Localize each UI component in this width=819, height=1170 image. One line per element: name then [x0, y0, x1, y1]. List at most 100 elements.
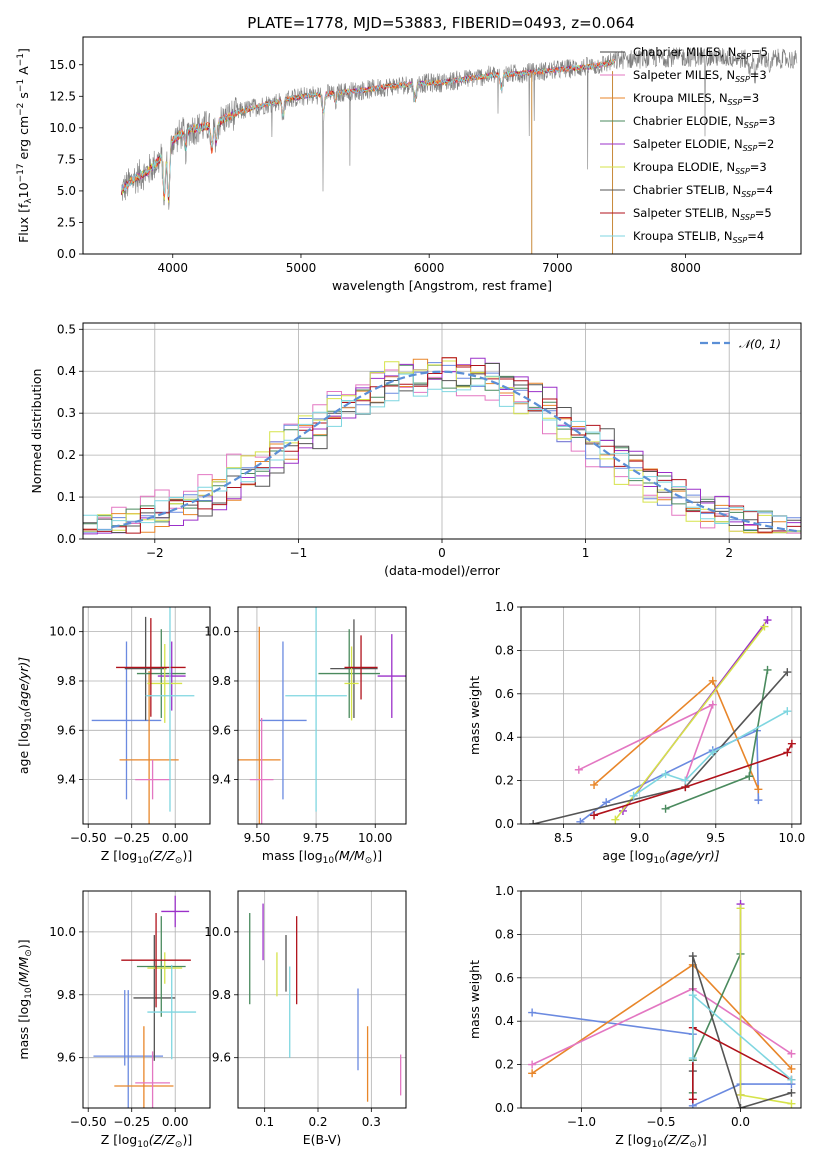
x-axis-label: Z [log10(Z/Z⊙)]: [615, 1132, 706, 1150]
y-tick-label: 15.0: [49, 58, 76, 72]
x-tick-label: 7000: [542, 261, 573, 275]
weight-marker: [688, 1054, 697, 1063]
weight-marker: [688, 952, 697, 961]
gaussian-curve: [111, 370, 801, 533]
label-part: Salpeter ELODIE, N: [633, 137, 743, 151]
label-part: Kroupa STELIB, N: [633, 229, 733, 243]
panel-age-vs-Z: −0.50 −0.25 0.00 9.4 9.6 9.8 10.0: [49, 606, 211, 845]
label-part: erg cm: [16, 116, 31, 164]
weight-line: [533, 671, 788, 824]
weight-marker: [629, 791, 638, 800]
ticks: −2 −1 0 1 2 0.0 0.1 0.2 0.3 0.4 0.5: [57, 322, 733, 560]
x-tick-label: 4000: [157, 261, 188, 275]
label-part: Chabrier MILES, N: [633, 45, 736, 59]
label-part: 10: [137, 856, 149, 866]
weight-series: [528, 984, 796, 1069]
weight-line: [692, 955, 792, 1108]
y-tick-label: 0.1: [57, 490, 76, 504]
errorbar-point: [136, 916, 186, 1017]
weight-marker: [708, 676, 717, 685]
weight-marker: [528, 1060, 537, 1069]
grid: [521, 890, 801, 1109]
y-tick-label: 9.8: [57, 988, 76, 1002]
panel-massweight-vs-age: 8.5 9.0 9.5 10.0 0.0 0.2 0.4 0.6 0.8 1.0: [495, 600, 805, 845]
weight-series: [736, 904, 796, 1108]
y-axis-label: Normed distribution: [29, 369, 44, 494]
label-part: 10: [323, 856, 335, 866]
ticks: 0.1 0.2 0.3 9.6 9.8 10.0: [204, 925, 381, 1129]
panel-spectrum: 4000 5000 6000 7000 8000 0.0 2.5 5.0 7.5 10.0 12.5…: [49, 36, 802, 275]
y-axis-label: age [log10(age/yr)]: [16, 657, 34, 774]
legend-entry: Kroupa MILES, NSSP=3: [633, 91, 759, 107]
x-tick-label: 10.0: [779, 831, 806, 845]
x-tick-label: 0: [438, 546, 446, 560]
errorbar-point: [135, 759, 170, 800]
label-part: s: [16, 92, 31, 103]
label-part: Kroupa MILES, N: [633, 91, 728, 105]
y-tick-label: 9.4: [57, 773, 76, 787]
label-part: =3: [750, 160, 767, 174]
label-part: 10: [137, 1140, 149, 1150]
plot-area: [93, 895, 197, 1108]
errorbar-point: [238, 626, 281, 824]
axes-frame: [520, 606, 802, 825]
panel-massweight-vs-Z: −1.0 −0.5 0.0 0.0 0.2 0.4 0.6 0.8 1.0: [495, 884, 802, 1129]
weight-marker: [760, 622, 769, 631]
label-part: =5: [751, 45, 768, 59]
label-part: mass weight: [467, 960, 482, 1039]
ticks: −0.50 −0.25 0.00 9.6 9.8 10.0: [49, 925, 188, 1129]
weight-line: [593, 679, 760, 790]
x-tick-label: 10.00: [358, 831, 392, 845]
y-tick-label: 0.2: [495, 1058, 514, 1072]
label-part: (age/yr)]: [665, 848, 720, 863]
weight-series: [688, 991, 796, 1084]
x-tick-label: 9.50: [244, 831, 271, 845]
weight-marker: [688, 991, 697, 1000]
x-tick-label: −0.25: [113, 1115, 150, 1129]
errorbar-point: [259, 641, 307, 800]
legend-entry: Salpeter MILES, NSSP=3: [633, 68, 767, 84]
grid: [238, 891, 406, 1108]
errorbar-point: [124, 616, 167, 721]
label-part: Salpeter MILES, N: [633, 68, 735, 82]
x-tick-label: −2: [146, 546, 164, 560]
x-tick-label: 9.5: [706, 831, 725, 845]
legend-entry: Kroupa ELODIE, NSSP=3: [633, 160, 767, 176]
label-part: SSP: [735, 75, 750, 84]
grid: [83, 323, 801, 540]
label-part: Kroupa ELODIE, N: [633, 160, 735, 174]
x-tick-label: 0.0: [731, 1115, 750, 1129]
label-part: =5: [755, 206, 772, 220]
errorbar-point: [136, 629, 186, 718]
weight-line: [593, 743, 793, 817]
y-tick-label: 0.0: [57, 247, 76, 261]
x-axis-label: mass [log10(M/M⊙)]: [262, 848, 382, 866]
weight-marker: [745, 772, 754, 781]
spectrum-line: [121, 59, 615, 201]
plot-area: [121, 47, 798, 254]
y-axis-label: mass weight: [467, 960, 482, 1039]
weight-line: [578, 703, 715, 781]
weight-marker: [736, 904, 745, 913]
label-part: Flux [f: [16, 203, 31, 243]
legend-entry: 𝒩(0, 1): [739, 337, 781, 351]
y-tick-label: 0.4: [57, 364, 76, 378]
y-tick-label: 9.6: [57, 723, 76, 737]
label-part: age [log: [16, 723, 31, 774]
y-tick-label: 10.0: [49, 925, 76, 939]
grid: [83, 607, 210, 824]
label-part: A: [16, 66, 31, 79]
x-tick-label: 8000: [670, 261, 701, 275]
x-axis-label: (data-model)/error: [384, 563, 501, 578]
x-tick-label: 0.00: [162, 1115, 189, 1129]
weight-series: [528, 960, 796, 1078]
label-part: =2: [757, 137, 774, 151]
errorbar-point: [133, 935, 176, 1061]
errorbar-point: [157, 641, 186, 711]
weight-line: [531, 987, 792, 1066]
label-part: 10: [654, 856, 666, 866]
label-part: =3: [759, 114, 776, 128]
errorbar-point: [249, 717, 274, 824]
y-tick-label: 9.8: [212, 674, 231, 688]
axes-frame: [237, 890, 407, 1109]
